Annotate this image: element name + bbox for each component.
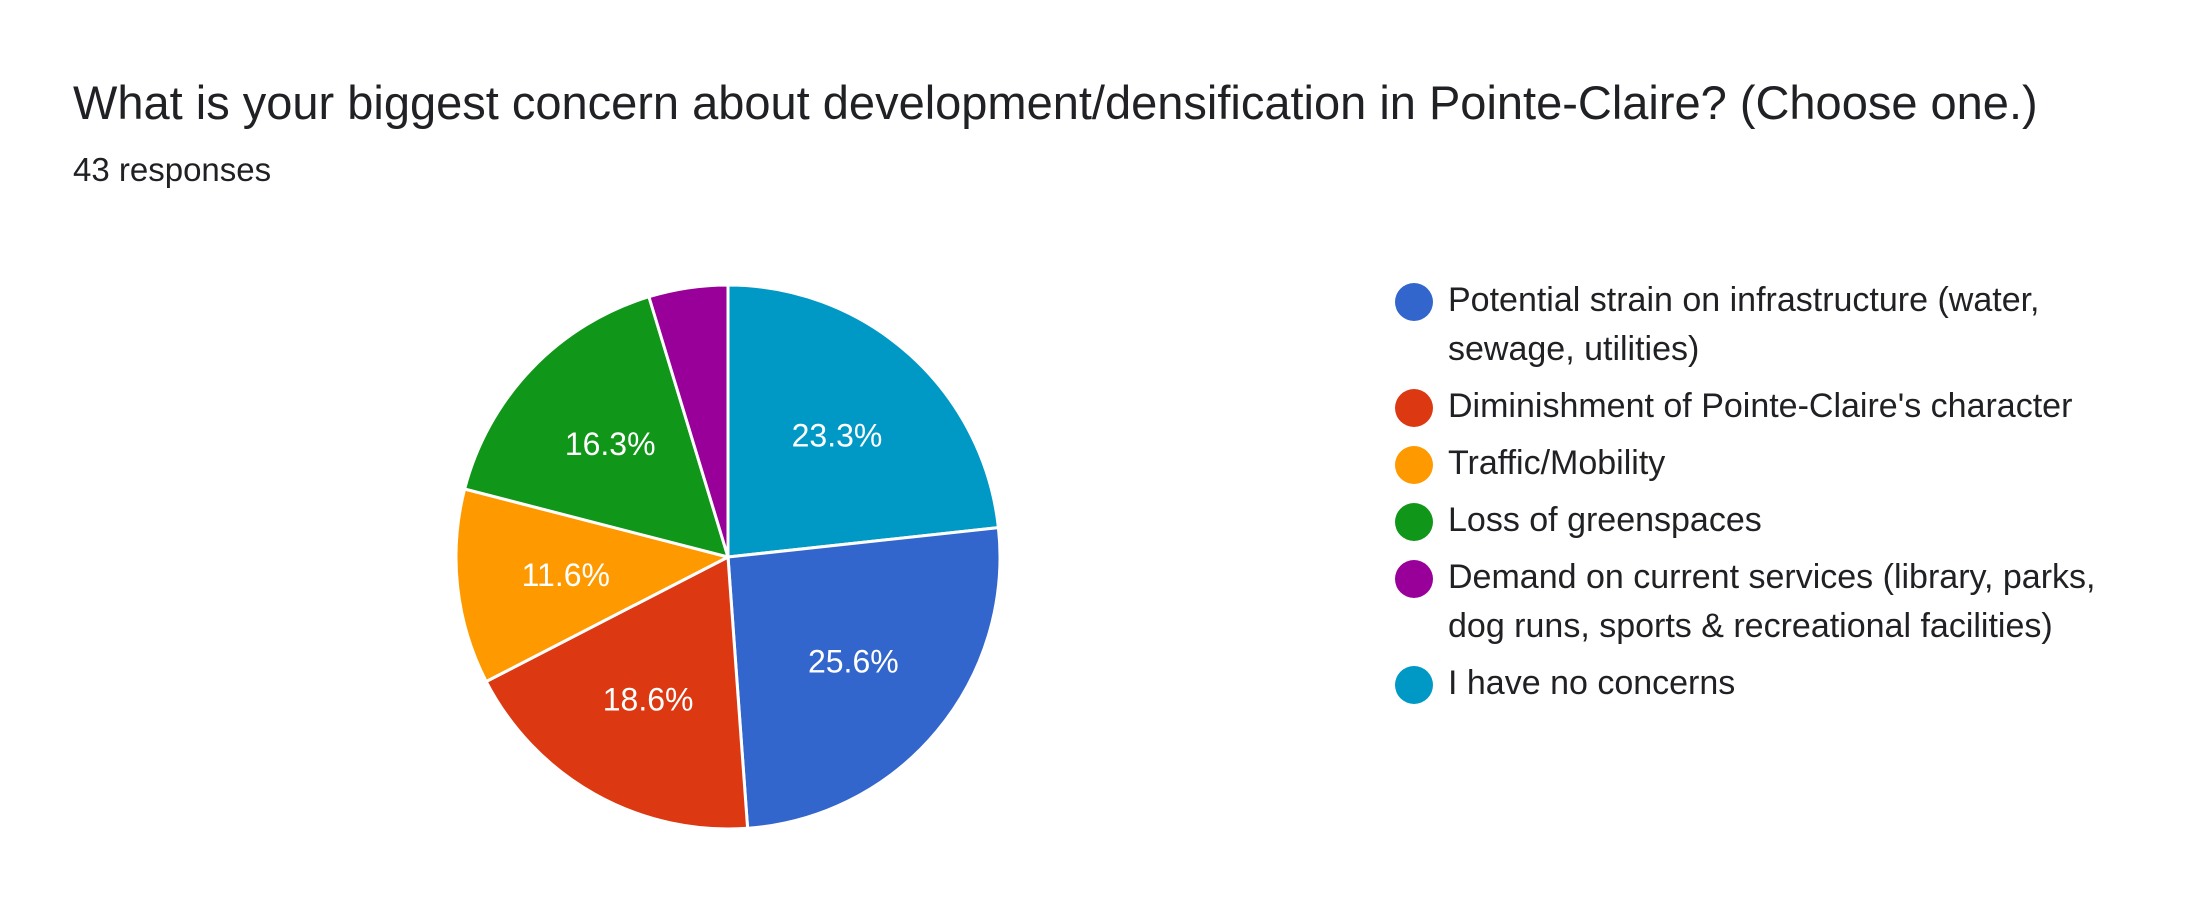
pie-slice-potential-strain-on-infrastructure-water-sewage-utilities[interactable] [726,526,1002,830]
pie-slice-i-have-no-concerns[interactable] [726,283,1000,559]
legend-item-loss-of-greenspaces[interactable]: Loss of greenspaces [1395,496,2135,545]
pie-slice-traffic-mobility[interactable] [454,487,730,684]
legend-swatch [1395,446,1433,484]
legend-swatch [1395,283,1433,321]
slice-label-loss-of-greenspaces: 16.3% [565,426,656,462]
slice-label-traffic-mobility: 11.6% [522,557,610,593]
pie-slice-demand-on-current-services-library-parks-dog-runs-sports-recreational-facilities[interactable] [647,283,730,559]
chart-legend: Potential strain on infrastructure (wate… [1395,276,2135,716]
legend-label: Demand on current services (library, par… [1448,558,2096,645]
legend-item-i-have-no-concerns[interactable]: I have no concerns [1395,659,2135,708]
legend-swatch [1395,389,1433,427]
legend-label: Loss of greenspaces [1448,501,1762,539]
legend-item-diminishment-of-pointe-claire-s-character[interactable]: Diminishment of Pointe-Claire's characte… [1395,382,2135,431]
legend-label: I have no concerns [1448,664,1736,702]
legend-swatch [1395,503,1433,541]
response-count: 43 responses [73,151,272,188]
legend-item-potential-strain-on-infrastructure-water-sewage-utilities[interactable]: Potential strain on infrastructure (wate… [1395,276,2135,374]
legend-swatch [1395,666,1433,704]
slice-label-i-have-no-concerns: 23.3% [792,418,883,454]
legend-item-traffic-mobility[interactable]: Traffic/Mobility [1395,439,2135,488]
slice-label-potential-strain-on-infrastructure-water-sewage-utilities: 25.6% [808,644,899,680]
legend-label: Traffic/Mobility [1448,444,1666,482]
legend-swatch [1395,560,1433,598]
legend-item-demand-on-current-services-library-parks-dog-runs-sports-recreational-facilities[interactable]: Demand on current services (library, par… [1395,553,2135,651]
legend-label: Diminishment of Pointe-Claire's characte… [1448,387,2073,425]
legend-label: Potential strain on infrastructure (wate… [1448,281,2040,368]
slice-label-diminishment-of-pointe-claire-s-character: 18.6% [603,681,694,717]
pie-slice-loss-of-greenspaces[interactable] [463,295,730,559]
pie-slice-diminishment-of-pointe-claire-s-character[interactable] [484,555,750,831]
chart-title: What is your biggest concern about devel… [73,76,2038,129]
